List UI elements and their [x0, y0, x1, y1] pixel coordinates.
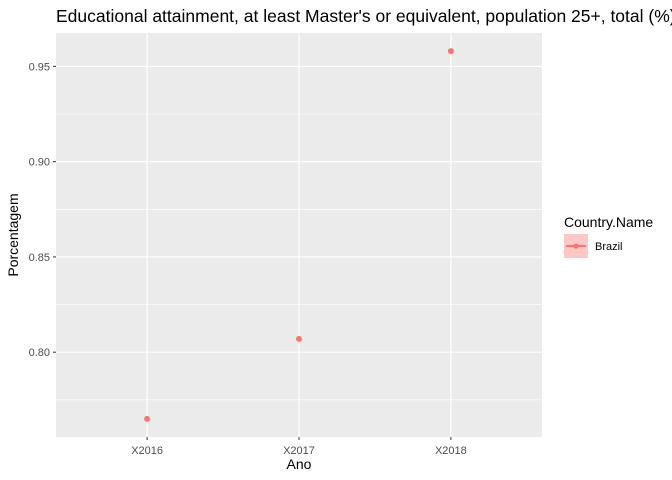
legend-label-brazil: Brazil — [595, 241, 623, 253]
data-point-brazil — [447, 48, 454, 55]
x-tick-label: X2018 — [435, 445, 467, 457]
x-tick-label: X2016 — [131, 445, 163, 457]
grid-major — [56, 33, 542, 437]
chart-title: Educational attainment, at least Master'… — [56, 6, 672, 26]
y-tick-label: 0.90 — [29, 157, 50, 169]
x-tick-label: X2017 — [283, 445, 315, 457]
x-axis: X2016 X2017 X2018 — [131, 437, 467, 457]
y-axis: 0.80 0.85 0.90 0.95 — [29, 61, 56, 359]
y-axis-title: Porcentagem — [5, 193, 21, 276]
data-point-brazil — [144, 415, 151, 422]
legend: Country.Name Brazil — [564, 214, 653, 258]
y-tick-label: 0.95 — [29, 61, 50, 73]
y-tick-label: 0.85 — [29, 252, 50, 264]
y-tick-label: 0.80 — [29, 347, 50, 359]
data-point-brazil — [296, 335, 302, 342]
legend-title: Country.Name — [564, 214, 653, 230]
x-axis-title: Ano — [287, 456, 312, 472]
data-points — [144, 48, 454, 422]
legend-key-point — [573, 243, 579, 249]
